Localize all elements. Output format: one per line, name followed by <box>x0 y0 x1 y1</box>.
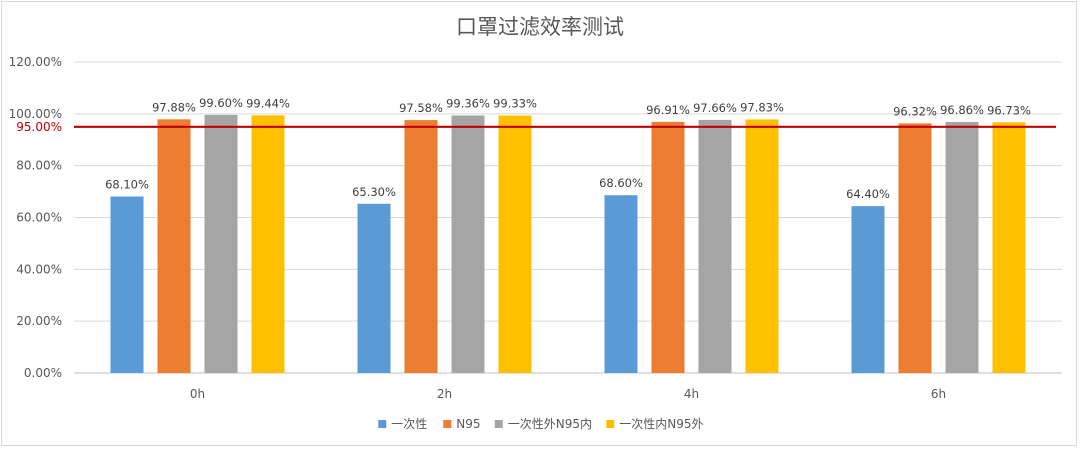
y-tick-label: 100.00% <box>9 107 62 121</box>
bar <box>251 115 285 373</box>
data-label: 65.30% <box>352 185 396 199</box>
data-label: 96.86% <box>940 103 984 117</box>
gridlines <box>74 61 1062 374</box>
chart-title: 口罩过滤效率测试 <box>456 15 624 39</box>
data-label: 99.33% <box>493 97 537 111</box>
bar <box>157 119 191 373</box>
bar <box>498 115 532 373</box>
bar <box>945 121 979 374</box>
bars <box>110 114 1026 374</box>
bar <box>404 120 438 373</box>
legend-label: 一次性 <box>391 417 427 431</box>
x-axis-category-labels: 0h 2h 4h 6h <box>190 387 946 401</box>
data-label: 99.36% <box>446 96 490 110</box>
category-label: 2h <box>437 387 452 401</box>
data-label: 96.91% <box>646 103 690 117</box>
reference-line-group: 95.00% <box>16 120 1056 134</box>
data-label: 97.83% <box>740 100 784 114</box>
y-tick-label: 120.00% <box>9 55 62 69</box>
y-axis-tick-labels: 0.00% 20.00% 40.00% 60.00% 80.00% 100.00% 120.… <box>9 55 62 380</box>
legend-swatch <box>443 420 452 428</box>
data-label: 96.32% <box>893 104 937 118</box>
legend-swatch <box>378 420 387 428</box>
y-tick-label: 0.00% <box>24 366 62 380</box>
data-labels: 68.10%97.88% 99.60% 99.44%65.30%97.58% 99.3… <box>105 96 1031 201</box>
data-label: 96.73% <box>987 103 1031 117</box>
legend-label: N95 <box>456 417 480 431</box>
data-label: 68.10% <box>105 178 149 192</box>
reference-line-label: 95.00% <box>16 120 62 134</box>
data-label: 99.60% <box>199 96 243 110</box>
legend-swatch <box>606 420 615 428</box>
data-label: 99.44% <box>246 96 290 110</box>
category-label: 6h <box>931 387 946 401</box>
y-tick-label: 20.00% <box>16 314 62 328</box>
category-label: 4h <box>684 387 699 401</box>
bar <box>992 122 1026 374</box>
legend: 一次性 N95 一次性外N95内 一次性内N95外 <box>378 417 704 431</box>
data-label: 68.60% <box>599 176 643 190</box>
bar <box>698 119 732 374</box>
data-label: 97.66% <box>693 101 737 115</box>
data-label: 97.88% <box>152 100 196 114</box>
bar <box>357 203 391 373</box>
legend-swatch <box>494 420 503 428</box>
bar <box>745 119 779 374</box>
y-tick-label: 80.00% <box>16 159 62 173</box>
legend-label: 一次性内N95外 <box>619 417 703 431</box>
bar <box>204 114 238 374</box>
data-label: 64.40% <box>846 187 890 201</box>
bar <box>851 206 885 373</box>
category-label: 0h <box>190 387 205 401</box>
bar <box>604 195 638 373</box>
y-tick-label: 60.00% <box>16 211 62 225</box>
bar <box>110 196 144 373</box>
legend-label: 一次性外N95内 <box>508 417 592 431</box>
data-label: 97.58% <box>399 101 443 115</box>
bar <box>898 123 932 373</box>
bar <box>451 115 485 373</box>
y-tick-label: 40.00% <box>16 262 62 276</box>
bar <box>651 121 685 373</box>
